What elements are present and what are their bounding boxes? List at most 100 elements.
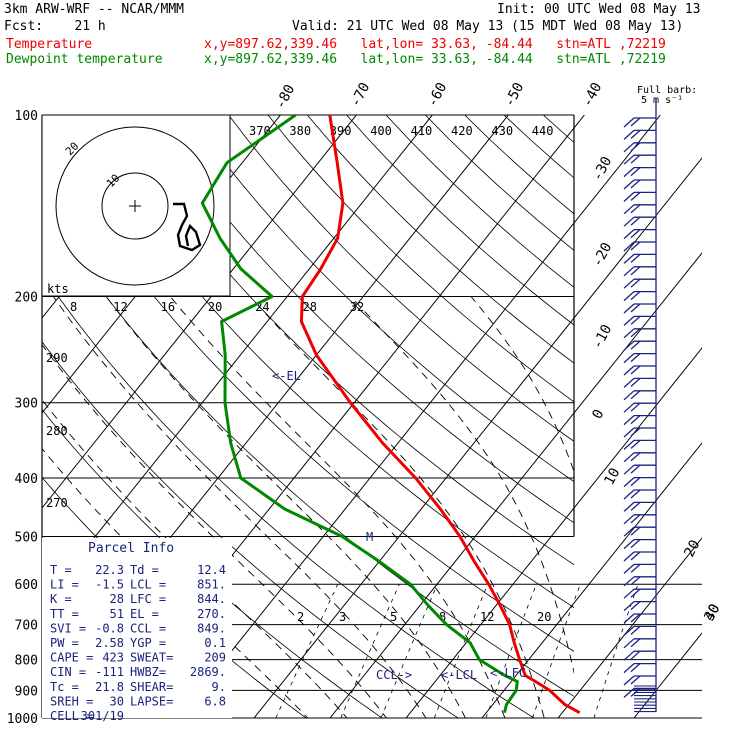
dry-adiabat-line	[110, 115, 574, 566]
speed-scale-label: 16	[161, 300, 175, 314]
moist-adiabat-line	[470, 296, 574, 473]
barb-feather	[623, 179, 635, 190]
pressure-tick-label: 100	[15, 109, 38, 124]
speed-scale-label: 32	[350, 300, 364, 314]
barb-feather	[623, 353, 635, 364]
barb-feather	[623, 489, 635, 500]
barb-feather	[630, 514, 641, 524]
barb-feather	[630, 315, 641, 325]
mixing-ratio-grid	[275, 584, 639, 718]
isotherm-line	[710, 115, 740, 718]
skewed-temperature-label: -60	[424, 80, 450, 110]
barb-feather	[630, 415, 641, 425]
wind-barb	[623, 675, 656, 686]
barb-feather	[623, 477, 635, 488]
barb-feather	[623, 129, 635, 140]
pressure-tick-label: 600	[15, 578, 38, 593]
barb-feather	[630, 477, 641, 487]
parcel-label: EL =	[130, 607, 159, 621]
barb-feather	[630, 204, 641, 214]
mixing-ratio-line	[532, 584, 581, 718]
barb-feather	[623, 663, 635, 674]
barb-feather	[623, 601, 635, 612]
parcel-label: SREH =	[50, 694, 93, 708]
barb-feather	[623, 551, 635, 562]
pressure-tick-label: 1000	[7, 712, 38, 727]
wind-barb	[623, 179, 656, 190]
barb-feather	[630, 439, 641, 449]
dewpoint-legend-info: x,y=897.62,339.46 lat,lon= 33.63, -84.44…	[204, 52, 666, 67]
pressure-tick-label: 400	[15, 472, 38, 487]
mixing-ratio-line	[340, 584, 400, 718]
moist-adiabat-line	[42, 399, 348, 718]
theta-e-label: 430	[491, 124, 513, 138]
lcl-annotation: <-LCL	[441, 668, 477, 682]
parcel-label: CCL =	[130, 621, 166, 635]
dry-adiabat-label: 290	[46, 351, 68, 365]
barb-feather	[623, 675, 635, 686]
wind-barb	[623, 501, 656, 512]
skewed-temperature-label: 20	[681, 537, 703, 559]
barb-feather	[623, 142, 635, 153]
barb-feather	[623, 501, 635, 512]
wind-barb	[623, 204, 656, 215]
barb-feather	[630, 179, 641, 189]
ccl-annotation: CCL->	[376, 668, 412, 682]
barb-feather	[623, 638, 635, 649]
parcel-value: 301/19	[81, 709, 124, 723]
dry-adiabat-line	[42, 272, 535, 718]
theta-e-label: 400	[370, 124, 392, 138]
barb-feather	[630, 216, 641, 226]
barb-feather	[630, 526, 641, 536]
dry-adiabat-line	[188, 115, 574, 483]
parcel-value: 21.8	[95, 680, 124, 694]
barb-feather	[630, 588, 641, 598]
barb-feather	[623, 266, 635, 277]
dry-adiabat-line	[425, 115, 574, 251]
hodograph-unit-label: kts	[47, 282, 69, 296]
isotherm-line	[253, 157, 702, 718]
dry-adiabat-line	[464, 115, 574, 215]
barb-feather	[630, 365, 641, 375]
hodograph-ring	[55, 126, 215, 286]
theta-e-label: 410	[411, 124, 433, 138]
wind-barb	[623, 563, 656, 574]
skewed-temperature-label: -70	[347, 80, 373, 110]
barb-feather	[623, 439, 635, 450]
dry-adiabat-label: 270	[46, 496, 68, 510]
parcel-value: 9.	[212, 680, 226, 694]
barb-feather	[623, 167, 635, 178]
barb-feather	[630, 117, 641, 127]
parcel-value: 28	[110, 592, 124, 606]
barb-feather	[623, 588, 635, 599]
temperature-profile	[299, 114, 581, 715]
parcel-value: 12.4	[197, 563, 226, 577]
barb-feather	[630, 650, 641, 660]
barb-feather	[623, 464, 635, 475]
wind-barb	[623, 551, 656, 562]
wind-barb	[623, 427, 656, 438]
skewed-temperature-label: -80	[272, 82, 298, 112]
wind-barb	[623, 278, 656, 289]
barb-feather	[630, 377, 641, 387]
barb-feather	[630, 167, 641, 177]
barb-feather	[623, 365, 635, 376]
wind-legend-title: Full barb:	[637, 85, 697, 96]
barb-feather	[630, 191, 641, 201]
pressure-tick-label: 800	[15, 654, 38, 669]
sounding-annotations: <-EL M CCL-> <-LCL <-LFC	[272, 369, 526, 682]
barb-feather	[623, 328, 635, 339]
barb-feather	[623, 402, 635, 413]
model-title: 3km ARW-WRF -- NCAR/MMM	[4, 2, 185, 17]
skewed-temperature-label: -30	[589, 154, 615, 184]
lfc-annotation: <-LFC	[490, 666, 526, 680]
wind-legend-value: 5 m s⁻¹	[641, 95, 683, 106]
isotherm-line	[329, 252, 702, 718]
barb-feather	[630, 576, 641, 586]
moist-adiabat-line	[592, 297, 662, 731]
wind-barb	[623, 588, 656, 599]
temperature-legend-label: Temperature	[6, 37, 93, 52]
wind-barb	[623, 352, 656, 364]
parcel-value: 851.	[197, 578, 226, 592]
dry-adiabat-line	[149, 115, 574, 524]
